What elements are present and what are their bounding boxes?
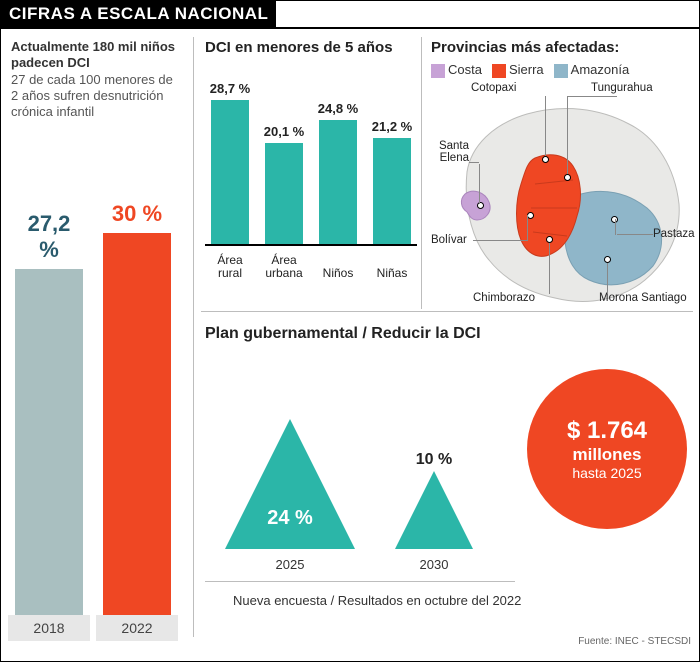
dci5-bar-label: 21,2 % — [367, 119, 417, 134]
plan-triangle — [395, 471, 473, 549]
infographic-frame: CIFRAS A ESCALA NACIONAL Actualmente 180… — [0, 0, 700, 662]
left-panel: Actualmente 180 mil niños padecen DCI 27… — [11, 39, 183, 641]
lead-cotopaxi — [545, 96, 546, 156]
left-bar: 30 % — [103, 201, 171, 615]
plan-divider — [205, 581, 515, 582]
legend-label: Amazonía — [571, 62, 630, 77]
budget-until: hasta 2025 — [572, 465, 641, 481]
lead-bolivar-v — [527, 215, 528, 241]
content: Actualmente 180 mil niños padecen DCI 27… — [1, 29, 699, 649]
lead-santaelena — [469, 162, 479, 163]
ecuador-map — [431, 84, 700, 314]
left-bar-year: 2022 — [96, 615, 178, 641]
left-bar-label: 27,2 % — [15, 211, 83, 263]
left-bar-fill — [15, 269, 83, 615]
dot-bolivar — [527, 212, 534, 219]
left-bar-chart: 27,2 % 2018 30 % 2022 — [11, 161, 183, 641]
map-legend: Costa Sierra Amazonía — [431, 62, 693, 78]
left-bar-year: 2018 — [8, 615, 90, 641]
dci5-bar — [373, 138, 411, 244]
dci5-bar-chart: 28,7 % Área rural 20,1 % Área urbana 24,8 % N… — [205, 62, 417, 280]
lead-tungurahua-h — [567, 96, 617, 97]
titlebar-row: CIFRAS A ESCALA NACIONAL — [1, 1, 699, 29]
lead-santaelena-v — [479, 164, 480, 204]
dci5-bar-label: 20,1 % — [259, 124, 309, 139]
dci5-bar-category: Área rural — [206, 254, 254, 280]
map-wrap: Cotopaxi Tungurahua Santa Elena Bolívar … — [431, 84, 700, 314]
budget-amount: $ 1.764 — [567, 417, 647, 445]
left-headline-bold: Actualmente 180 mil niños padecen DCI — [11, 39, 175, 70]
legend-swatch — [554, 64, 568, 78]
dci5-bar-category: Niñas — [368, 267, 416, 280]
left-subline: 27 de cada 100 menores de 2 años sufren … — [11, 72, 173, 120]
legend-swatch — [492, 64, 506, 78]
dci5-bar — [211, 100, 249, 244]
legend-label: Sierra — [509, 62, 544, 77]
lead-bolivar — [473, 240, 527, 241]
lead-tungurahua-v — [567, 96, 568, 174]
dci5-bar-category: Niños — [314, 267, 362, 280]
survey-note: Nueva encuesta / Resultados en octubre d… — [233, 593, 521, 608]
dci5-bar — [319, 120, 357, 244]
map-title: Provincias más afectadas: — [431, 39, 693, 56]
plan-panel: Plan gubernamental / Reducir la DCI $ 1.… — [205, 325, 693, 639]
legend-item: Amazonía — [554, 62, 630, 78]
dci5-panel: DCI en menores de 5 años 28,7 % Área rura… — [205, 39, 417, 280]
divider-vertical-1 — [193, 37, 194, 637]
legend-item: Sierra — [492, 62, 544, 78]
left-headline: Actualmente 180 mil niños padecen DCI 27… — [11, 39, 183, 120]
dci5-baseline — [205, 244, 417, 246]
legend-item: Costa — [431, 62, 482, 78]
lead-morona — [607, 262, 608, 294]
plan-area: $ 1.764 millones hasta 2025 Nueva encues… — [205, 349, 693, 629]
main-title: CIFRAS A ESCALA NACIONAL — [1, 1, 276, 27]
plan-triangle-toplabel: 10 % — [395, 451, 473, 469]
map-label-tungurahua: Tungurahua — [591, 82, 653, 94]
map-panel: Provincias más afectadas: Costa Sierra Ama… — [431, 39, 693, 314]
map-label-cotopaxi: Cotopaxi — [471, 82, 516, 94]
map-label-santaelena: Santa Elena — [425, 140, 469, 165]
map-label-bolivar: Bolívar — [431, 234, 467, 246]
map-label-pastaza: Pastaza — [653, 228, 695, 240]
dci5-bar-label: 28,7 % — [205, 81, 255, 96]
legend-label: Costa — [448, 62, 482, 77]
divider-vertical-2 — [421, 37, 422, 309]
plan-triangle-year: 2030 — [395, 557, 473, 572]
plan-triangle-label: 24 % — [225, 507, 355, 530]
left-bar: 27,2 % — [15, 211, 83, 615]
dci5-bar-category: Área urbana — [260, 254, 308, 280]
source-label: Fuente: INEC - STECSDI — [578, 636, 691, 647]
dot-chimborazo — [546, 236, 553, 243]
plan-triangle-year: 2025 — [225, 557, 355, 572]
dci5-bar-label: 24,8 % — [313, 101, 363, 116]
dot-morona — [604, 256, 611, 263]
plan-title: Plan gubernamental / Reducir la DCI — [205, 325, 693, 343]
budget-circle: $ 1.764 millones hasta 2025 — [527, 369, 687, 529]
map-label-chimborazo: Chimborazo — [473, 292, 535, 304]
budget-unit: millones — [573, 445, 642, 465]
dci5-title: DCI en menores de 5 años — [205, 39, 417, 56]
lead-pastaza-v — [615, 219, 616, 235]
lead-chimborazo — [549, 242, 550, 294]
map-label-morona: Morona Santiago — [599, 292, 687, 304]
dci5-bar — [265, 143, 303, 244]
lead-pastaza — [617, 234, 653, 235]
dot-tungurahua — [564, 174, 571, 181]
legend-swatch — [431, 64, 445, 78]
dot-cotopaxi — [542, 156, 549, 163]
left-bar-fill — [103, 233, 171, 615]
left-bar-label: 30 % — [103, 201, 171, 227]
